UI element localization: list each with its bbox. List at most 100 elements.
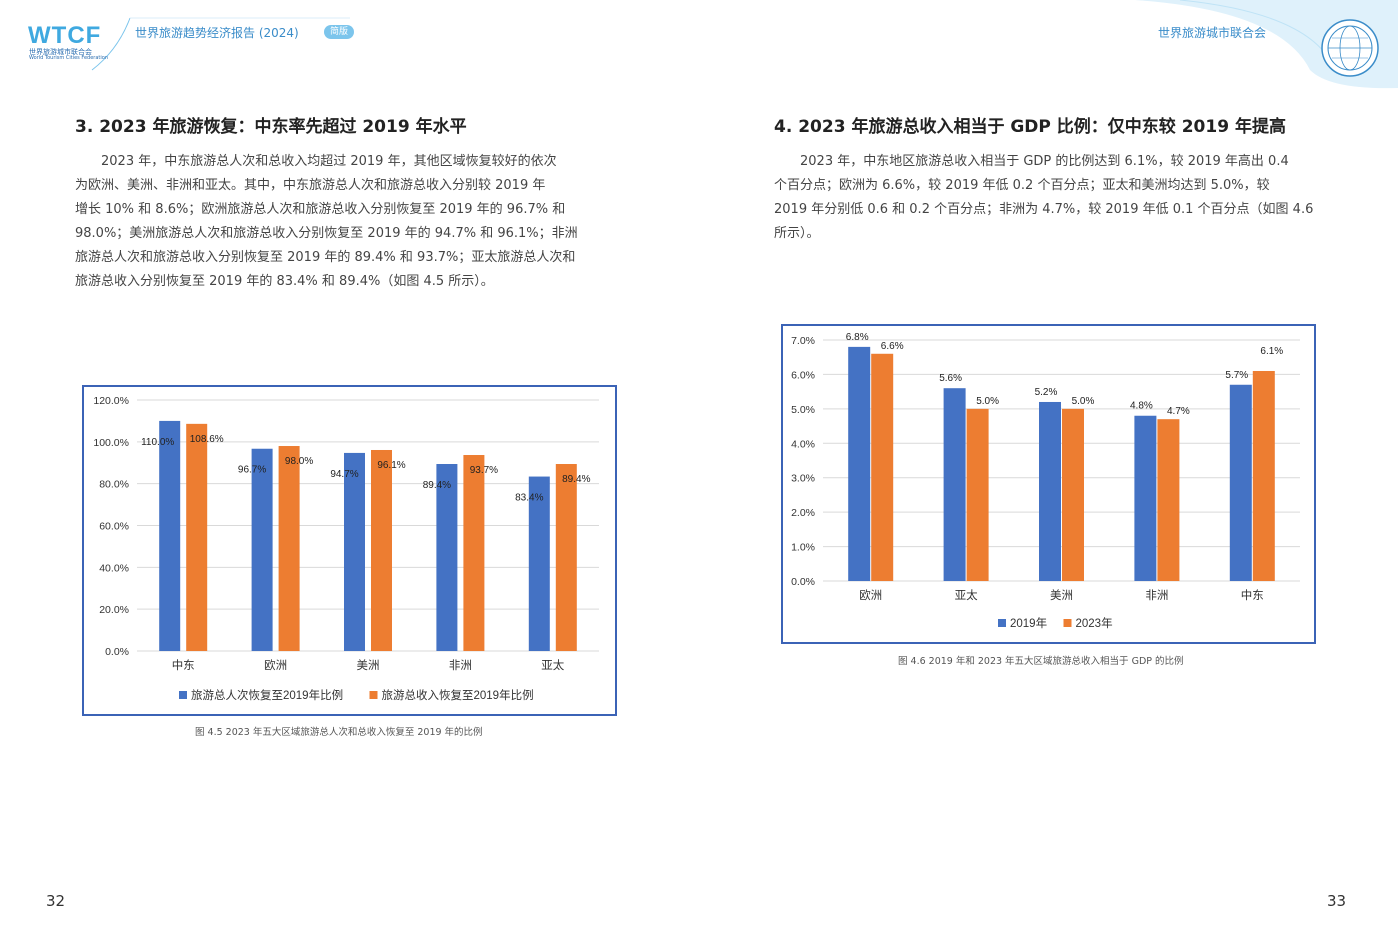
left-paragraph-line: 增长 10% 和 8.6%；欧洲旅游总人次和旅游总收入分别恢复至 2019 年的… [75,202,566,217]
bar [436,464,458,651]
y-tick-label: 0.0% [105,646,129,658]
left-paragraph: 2023 年，中东旅游总人次和总收入均超过 2019 年，其他区域恢复较好的依次… [75,150,623,294]
data-label: 4.7% [1167,406,1190,417]
right-paragraph-line: 2023 年，中东地区旅游总收入相当于 GDP 的比例达到 6.1%，较 201… [774,154,1289,169]
data-label: 5.0% [1072,396,1095,407]
bar [1062,408,1084,581]
bar [371,449,392,651]
bar [1229,384,1252,581]
data-label: 89.4% [423,480,451,491]
y-tick-label: 0.0% [791,576,815,588]
y-tick-label: 2.0% [791,507,815,519]
data-label: 93.7% [470,465,498,476]
legend-swatch [369,691,378,699]
x-category-label: 中东 [1241,589,1264,602]
organization-name: 世界旅游城市联合会 [1158,26,1267,40]
data-label: 5.0% [976,396,999,407]
left-paragraph-line: 旅游总人次和旅游总收入分别恢复至 2019 年的 89.4% 和 93.7%；亚… [75,250,576,265]
x-category-label: 非洲 [1145,589,1168,602]
logo-subtitle-en: World Tourism Cities Federation [29,55,108,61]
right-paragraph-line: 所示）。 [774,226,820,241]
legend-label: 2019年 [1010,616,1047,630]
x-category-label: 中东 [172,659,195,672]
page-number-right: 33 [1327,892,1347,910]
page-number-left: 32 [46,892,66,910]
y-tick-label: 100.0% [93,437,129,449]
right-section-heading: 4. 2023 年旅游总收入相当于 GDP 比例：仅中东较 2019 年提高 [774,117,1286,137]
y-tick-label: 80.0% [99,479,129,491]
bar [344,452,365,651]
bar [159,420,181,651]
bar [1134,415,1157,581]
wtcf-logo: WTCF [28,22,102,49]
wtcf-globe-emblem-icon [1321,19,1379,77]
chart-4-6: 0.0% 1.0% 2.0% 3.0% 4.0% 5.0% 6.0% 7.0% 6.8% 6.6%… [791,332,1300,630]
y-tick-label: 3.0% [791,473,815,485]
chart-4-6-frame: 0.0% 1.0% 2.0% 3.0% 4.0% 5.0% 6.0% 7.0% 6.8% 6.6%… [781,324,1316,644]
y-tick-label: 7.0% [791,335,815,347]
y-tick-label: 20.0% [99,604,129,616]
bar [966,408,989,581]
bar [555,464,577,651]
y-tick-label: 40.0% [99,562,129,574]
left-paragraph-line: 98.0%；美洲旅游总人次和旅游总收入分别恢复至 2019 年的 94.7% 和… [75,226,578,241]
y-tick-label: 120.0% [93,395,129,407]
bar [251,448,273,651]
y-tick-label: 5.0% [791,404,815,416]
x-category-label: 欧洲 [859,589,882,602]
bar [1252,370,1275,581]
x-category-label: 美洲 [357,658,380,672]
y-tick-label: 1.0% [791,542,815,554]
left-paragraph-line: 为欧洲、美洲、非洲和亚太。其中，中东旅游总人次和旅游总收入分别较 2019 年 [75,178,546,193]
data-label: 96.7% [238,465,266,476]
legend-label: 旅游总收入恢复至2019年比例 [382,688,534,702]
logo-subtitle-cn: 世界旅游城市联合会 [29,48,92,56]
report-title: 世界旅游趋势经济报告 (2024) [135,26,299,40]
bar [528,476,550,651]
right-paragraph-line: 2019 年分别低 0.6 和 0.2 个百分点；非洲为 4.7%，较 2019… [774,202,1314,217]
legend-swatch [1063,619,1072,627]
data-label: 6.6% [881,341,904,352]
right-paragraph: 2023 年，中东地区旅游总收入相当于 GDP 的比例达到 6.1%，较 201… [774,150,1324,246]
left-section-heading: 3. 2023 年旅游恢复：中东率先超过 2019 年水平 [75,117,467,137]
left-paragraph-line: 旅游总收入分别恢复至 2019 年的 83.4% 和 89.4%（如图 4.5 … [75,274,494,289]
data-label: 110.0% [141,437,174,448]
legend-label: 旅游总人次恢复至2019年比例 [191,688,343,702]
chart-4-6-caption: 图 4.6 2019 年和 2023 年五大区域旅游总收入相当于 GDP 的比例 [898,656,1184,667]
data-label: 6.1% [1260,346,1283,357]
legend-label: 2023年 [1076,616,1113,630]
data-label: 5.2% [1035,387,1058,398]
x-category-label: 非洲 [449,659,472,672]
bar [186,423,208,651]
bar [1157,419,1180,581]
bar [943,388,966,581]
bar [278,446,300,651]
y-tick-label: 4.0% [791,438,815,450]
x-category-label: 亚太 [541,659,564,672]
data-label: 6.8% [846,332,869,343]
data-label: 5.7% [1225,370,1248,381]
y-tick-label: 60.0% [99,521,129,533]
data-label: 89.4% [562,474,590,485]
left-paragraph-line: 2023 年，中东旅游总人次和总收入均超过 2019 年，其他区域恢复较好的依次 [75,154,557,169]
x-category-label: 欧洲 [264,659,287,672]
data-label: 4.8% [1130,401,1153,412]
header-decoration [91,0,1398,89]
data-label: 98.0% [285,456,313,467]
y-tick-label: 6.0% [791,369,815,381]
data-label: 5.6% [939,373,962,384]
bar [1039,401,1061,581]
bar [463,455,485,651]
x-category-label: 美洲 [1050,588,1073,602]
data-label: 96.1% [377,460,405,471]
data-label: 94.7% [330,469,358,480]
right-paragraph-line: 个百分点；欧洲为 6.6%，较 2019 年低 0.2 个百分点；亚太和美洲均达… [774,178,1270,193]
edition-badge: 简版 [324,25,355,39]
bar [871,353,894,581]
x-category-label: 亚太 [955,589,978,602]
legend-swatch [998,619,1006,627]
data-label: 108.6% [190,434,224,445]
chart-4-5-frame: 0.0% 20.0% 40.0% 60.0% 80.0% 100.0% 120.0% 110.… [82,385,617,716]
bar [848,346,871,581]
legend-swatch [179,691,187,699]
